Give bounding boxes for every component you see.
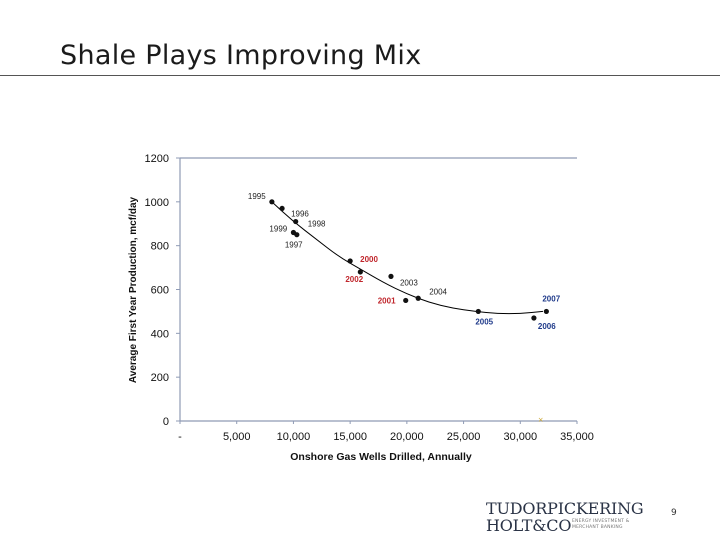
point-label: 1999 xyxy=(269,225,287,234)
x-tick-label: - xyxy=(178,431,182,443)
data-point xyxy=(388,273,394,279)
x-tick-label: 20,000 xyxy=(390,431,424,443)
point-label: 1997 xyxy=(285,241,303,250)
y-tick-label: 800 xyxy=(151,241,169,253)
axis-marker-icon: × xyxy=(538,416,544,424)
chart-axes xyxy=(179,157,577,422)
logo-tagline-2: MERCHANT BANKING xyxy=(572,525,623,530)
logo-tagline-1: ENERGY INVESTMENT & xyxy=(572,519,630,524)
point-label: 2005 xyxy=(475,317,493,326)
point-label: 2002 xyxy=(345,275,363,284)
y-tick-label: 0 xyxy=(163,416,169,428)
point-label: 1995 xyxy=(248,192,266,201)
logo-line-1: TUDORPICKERING xyxy=(486,499,644,518)
y-tick-label: 1000 xyxy=(145,197,169,209)
data-point xyxy=(543,308,549,315)
y-tick-label: 1200 xyxy=(145,153,169,165)
trend-line xyxy=(271,201,544,315)
point-label: 2007 xyxy=(542,294,560,303)
point-label: 2006 xyxy=(538,322,556,331)
data-point xyxy=(531,315,537,321)
y-tick-label: 200 xyxy=(151,372,169,384)
x-axis-label: Onshore Gas Wells Drilled, Annually xyxy=(290,451,472,463)
y-axis-label: Average First Year Production, mcf/day xyxy=(128,196,139,383)
slide-title: Shale Plays Improving Mix xyxy=(60,40,422,71)
x-tick-label: 5,000 xyxy=(223,431,251,443)
chart-tick-labels: 0 200 400 600 800 1000 1200 - 5,000 10,000 15,000 2… xyxy=(145,153,594,443)
x-tick-label: 25,000 xyxy=(447,431,481,443)
data-point xyxy=(294,232,300,238)
point-label: 1998 xyxy=(308,220,326,229)
point-label: 2003 xyxy=(400,278,418,287)
point-label: 2004 xyxy=(429,287,447,296)
x-tick-label: 35,000 xyxy=(560,431,594,443)
data-point xyxy=(403,297,409,304)
x-tick-label: 30,000 xyxy=(503,431,537,443)
data-point xyxy=(279,205,285,212)
data-points xyxy=(269,199,549,321)
data-point xyxy=(357,269,363,275)
title-divider xyxy=(0,75,720,76)
logo-tagline: ENERGY INVESTMENT & MERCHANT BANKING xyxy=(572,519,642,531)
y-tick-label: 400 xyxy=(151,328,169,340)
point-labels: 1995 1996 1998 1999 1997 2000 2002 2003 2001 2004… xyxy=(248,192,561,424)
y-tick-label: 600 xyxy=(151,285,169,297)
point-label: 2000 xyxy=(360,255,378,264)
logo-line-2: HOLT&CO xyxy=(486,516,572,535)
data-point xyxy=(415,295,421,301)
data-point xyxy=(475,308,481,315)
company-logo: TUDORPICKERING HOLT&CO ENERGY INVESTMENT… xyxy=(486,499,656,539)
page-number: 9 xyxy=(671,508,677,518)
x-tick-label: 10,000 xyxy=(277,431,311,443)
data-point xyxy=(293,218,299,225)
data-point xyxy=(269,199,275,205)
x-tick-label: 15,000 xyxy=(333,431,367,443)
point-label: 2001 xyxy=(378,296,396,305)
data-point xyxy=(347,258,353,264)
point-label: 1996 xyxy=(291,209,309,218)
